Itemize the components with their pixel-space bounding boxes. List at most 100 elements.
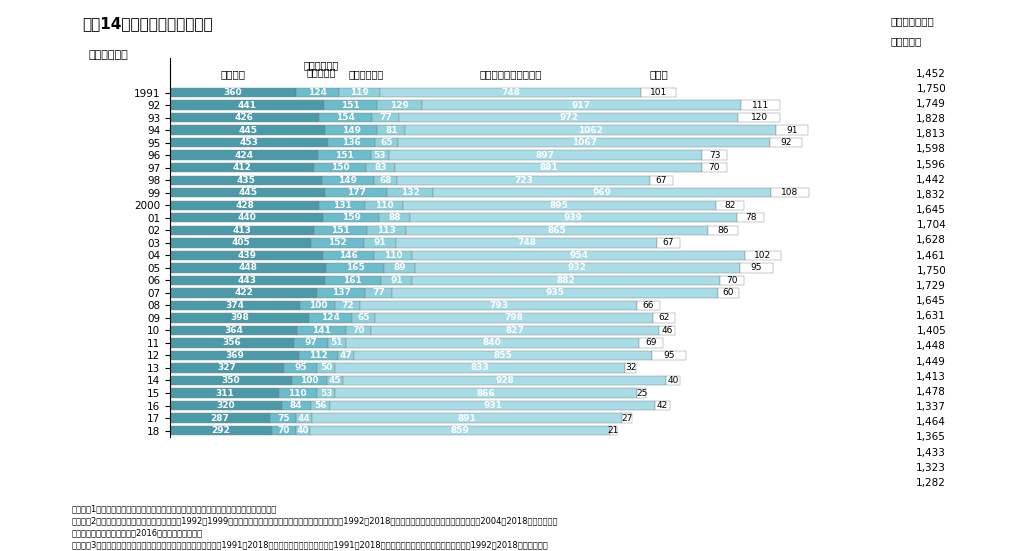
Text: 453: 453 [240, 138, 258, 147]
Text: 972: 972 [559, 113, 579, 122]
Text: 51: 51 [331, 338, 343, 348]
Text: 827: 827 [506, 326, 524, 335]
Bar [396, 238, 657, 247]
Text: 897: 897 [536, 150, 555, 160]
Text: 95: 95 [664, 351, 675, 360]
Text: 360: 360 [223, 88, 242, 97]
Bar [637, 388, 646, 398]
Text: 1,433: 1,433 [916, 447, 946, 457]
Text: 82: 82 [724, 201, 735, 210]
Bar [313, 163, 366, 172]
Text: 21: 21 [608, 426, 620, 435]
Text: 954: 954 [569, 251, 589, 260]
Text: 152: 152 [329, 238, 347, 247]
Text: 435: 435 [237, 176, 255, 185]
Text: 1,628: 1,628 [916, 235, 946, 245]
Bar [170, 413, 270, 423]
Text: 89: 89 [393, 263, 406, 272]
Text: 445: 445 [239, 126, 257, 134]
Text: 1,832: 1,832 [916, 190, 946, 200]
Bar [170, 176, 322, 185]
Bar [433, 188, 771, 197]
Bar [294, 338, 328, 348]
Text: 金融機関等からの借入: 金融機関等からの借入 [479, 69, 542, 79]
Text: 自己資金: 自己資金 [220, 69, 246, 79]
Text: 287: 287 [211, 414, 229, 423]
Bar [406, 126, 776, 135]
Text: 424: 424 [234, 150, 254, 160]
Text: 1,413: 1,413 [916, 372, 946, 382]
Bar [170, 388, 279, 398]
Text: 73: 73 [709, 150, 721, 160]
Text: 350: 350 [222, 376, 241, 385]
Bar [170, 213, 324, 223]
Bar [170, 225, 314, 235]
Bar [328, 338, 346, 348]
Bar [297, 326, 346, 335]
Text: 412: 412 [232, 163, 251, 172]
Bar [374, 176, 397, 185]
Text: 110: 110 [289, 388, 307, 397]
Text: 151: 151 [335, 150, 353, 160]
Text: 136: 136 [342, 138, 361, 147]
Bar [346, 326, 371, 335]
Text: 443: 443 [238, 276, 257, 285]
Bar [284, 363, 317, 372]
Bar [318, 113, 373, 122]
Bar [639, 338, 663, 348]
Bar [319, 201, 365, 210]
Bar [311, 401, 331, 410]
Text: 101: 101 [650, 88, 668, 97]
Bar [398, 138, 770, 147]
Text: 369: 369 [225, 351, 244, 360]
Bar [170, 338, 294, 348]
Text: 1,645: 1,645 [916, 296, 946, 306]
Text: 3　「金融機関等からの借入」には、日本政策金融公庫（1991〜2018年度調査）、民間金融機関（1991〜2018年度調査）、地方自治体（制度融資）（1992〜: 3 「金融機関等からの借入」には、日本政策金融公庫（1991〜2018年度調査）… [72, 541, 549, 549]
Text: 44: 44 [298, 414, 310, 423]
Bar [365, 201, 403, 210]
Bar [667, 376, 680, 385]
Bar [170, 88, 296, 98]
Text: 928: 928 [495, 376, 514, 385]
Text: 50: 50 [319, 364, 332, 372]
Text: 91: 91 [786, 126, 798, 134]
Bar [317, 150, 371, 160]
Bar [720, 276, 744, 285]
Text: 67: 67 [655, 176, 667, 185]
Text: 1,452: 1,452 [916, 69, 946, 79]
Text: 1,729: 1,729 [916, 281, 946, 291]
Text: 793: 793 [489, 301, 508, 310]
Text: 友人・知人等: 友人・知人等 [349, 69, 384, 79]
Text: 60: 60 [723, 288, 734, 298]
Text: 40: 40 [668, 376, 679, 385]
Bar [310, 426, 610, 435]
Text: 1,704: 1,704 [916, 220, 946, 230]
Text: 77: 77 [379, 113, 392, 122]
Bar [299, 351, 338, 360]
Text: 132: 132 [400, 188, 420, 197]
Bar [324, 251, 374, 260]
Bar [415, 263, 740, 273]
Bar [170, 100, 324, 110]
Text: 405: 405 [231, 238, 250, 247]
Text: 97: 97 [305, 338, 317, 348]
Bar [322, 176, 374, 185]
Text: 66: 66 [643, 301, 654, 310]
Text: 113: 113 [377, 226, 396, 235]
Bar [296, 88, 339, 98]
Text: 320: 320 [216, 401, 236, 410]
Text: 兄弟・親戚: 兄弟・親戚 [306, 68, 336, 78]
Bar [626, 363, 636, 372]
Text: 81: 81 [385, 126, 397, 134]
Text: 969: 969 [593, 188, 611, 197]
Text: 69: 69 [645, 338, 656, 348]
Bar [377, 126, 406, 135]
Bar [170, 238, 311, 247]
Text: 866: 866 [477, 388, 496, 397]
Bar [740, 263, 773, 273]
Text: 47: 47 [340, 351, 352, 360]
Bar [366, 163, 395, 172]
Text: 161: 161 [343, 276, 362, 285]
Bar [371, 150, 389, 160]
Bar [335, 301, 360, 310]
